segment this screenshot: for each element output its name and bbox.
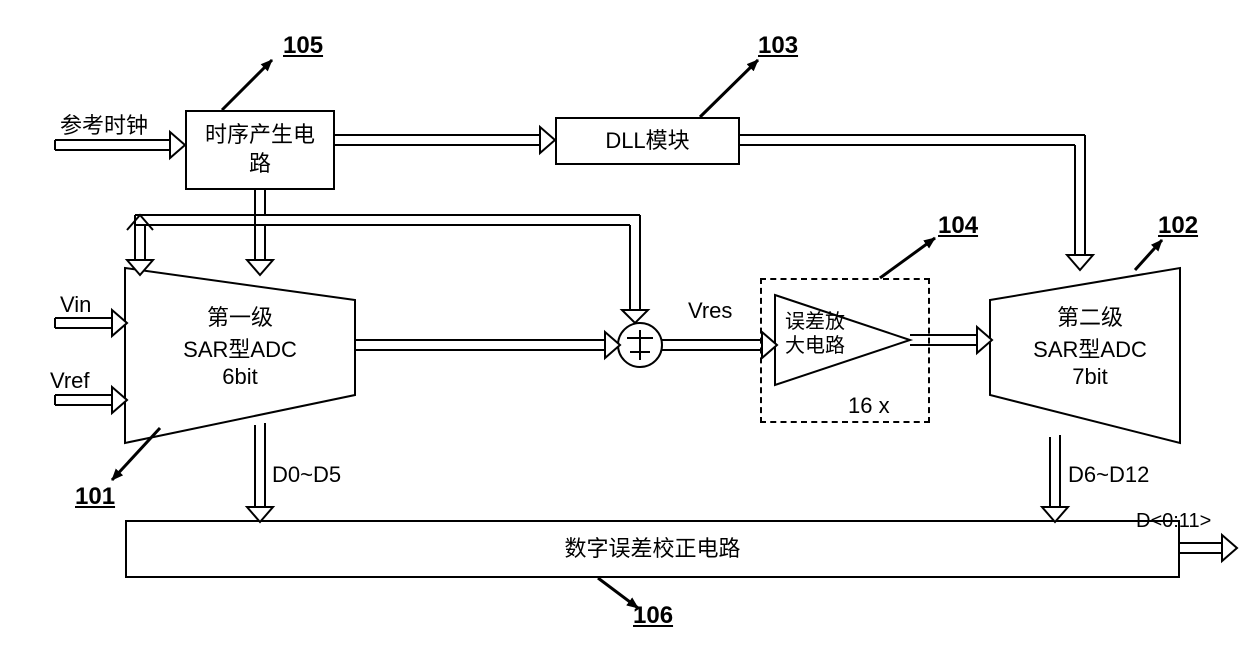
adc2-text: 第二级 SAR型ADC 7bit bbox=[1020, 300, 1160, 390]
arrow-dll-adc2 bbox=[740, 135, 1093, 270]
timing-gen-label-2: 路 bbox=[249, 151, 271, 176]
ptr-104 bbox=[880, 238, 935, 278]
d6d12-label: D6~D12 bbox=[1068, 462, 1149, 488]
ptr-102 bbox=[1135, 240, 1162, 270]
arrow-d0d5 bbox=[247, 423, 273, 522]
vref-label: Vref bbox=[50, 368, 90, 394]
ref-106: 106 bbox=[633, 602, 673, 630]
error-amp-gain: 16 x bbox=[848, 393, 890, 419]
vres-label: Vres bbox=[688, 298, 732, 324]
ptr-106 bbox=[598, 578, 638, 608]
digital-corr-label: 数字误差校正电路 bbox=[564, 535, 740, 564]
dll-block: DLL模块 bbox=[555, 117, 740, 165]
error-amp-text: 误差放 大电路 bbox=[785, 310, 845, 358]
ptr-103 bbox=[700, 60, 758, 117]
digital-corr-block: 数字误差校正电路 bbox=[125, 520, 1180, 578]
arrow-timing-dll bbox=[335, 127, 555, 153]
ref-clock-label: 参考时钟 bbox=[60, 108, 148, 140]
dll-label: DLL模块 bbox=[605, 127, 689, 156]
vin-label: Vin bbox=[60, 292, 91, 318]
diagram-canvas: 时序产生电 路 DLL模块 数字误差校正电路 bbox=[0, 0, 1240, 645]
d0d5-label: D0~D5 bbox=[272, 462, 341, 488]
dout-label: D<0:11> bbox=[1136, 510, 1211, 533]
arrow-adc1-sum bbox=[355, 332, 620, 358]
adc1-text: 第一级 SAR型ADC 6bit bbox=[170, 300, 310, 390]
ptr-105 bbox=[222, 60, 272, 110]
ptr-101 bbox=[112, 428, 160, 480]
timing-gen-block: 时序产生电 路 bbox=[185, 110, 335, 190]
summer-circle bbox=[618, 323, 662, 367]
ref-104: 104 bbox=[938, 212, 978, 240]
ref-102: 102 bbox=[1158, 212, 1198, 240]
arrow-dout bbox=[1180, 535, 1237, 561]
timing-gen-label-1: 时序产生电 bbox=[205, 122, 315, 147]
ref-105: 105 bbox=[283, 32, 323, 60]
arrow-d6d12 bbox=[1042, 435, 1068, 522]
ref-101: 101 bbox=[75, 483, 115, 511]
ref-103: 103 bbox=[758, 32, 798, 60]
